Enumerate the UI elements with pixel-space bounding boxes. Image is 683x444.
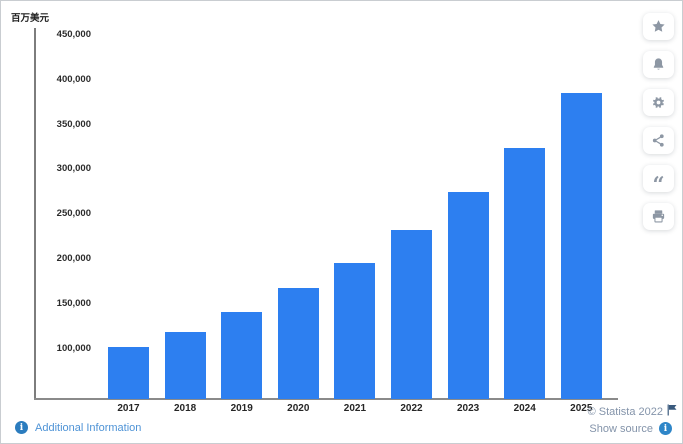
y-tick-label: 100,000 (56, 342, 91, 354)
bar-2020[interactable] (277, 288, 319, 399)
share-icon (651, 133, 666, 148)
x-tick-label: 2023 (456, 403, 480, 414)
info-icon: i (659, 422, 672, 435)
x-tick-label: 2019 (230, 403, 253, 414)
settings-button[interactable] (643, 89, 674, 116)
x-tick-label: 2018 (173, 403, 197, 414)
gear-icon (651, 95, 666, 110)
show-source-link[interactable]: Show source i (589, 422, 672, 435)
print-button[interactable] (643, 203, 674, 230)
statista-copyright: © Statista 2022 (588, 403, 677, 421)
y-tick-label: 350,000 (56, 118, 91, 130)
x-tick-label: 2020 (287, 403, 310, 414)
bar-2022[interactable] (391, 230, 432, 399)
y-tick-label: 400,000 (56, 73, 91, 85)
y-tick-label: 450,000 (56, 29, 91, 40)
additional-information-link[interactable]: i Additional Information (15, 421, 141, 434)
bar-2023[interactable] (447, 191, 489, 399)
info-icon: i (15, 421, 28, 434)
x-tick-label: 2021 (343, 403, 367, 414)
additional-information-label: Additional Information (35, 421, 142, 434)
bar-2019[interactable] (221, 312, 263, 399)
bar-2024[interactable] (504, 147, 546, 399)
bell-icon (651, 57, 666, 72)
x-tick-label: 2022 (400, 403, 423, 414)
y-tick-label: 150,000 (56, 297, 91, 309)
y-tick-label: 250,000 (56, 208, 91, 220)
x-tick-label: 2024 (513, 403, 536, 414)
printer-icon (651, 209, 666, 224)
y-tick-label: 200,000 (56, 253, 91, 265)
bar-2018[interactable] (164, 331, 206, 399)
star-icon (651, 19, 666, 34)
x-tick-label: 2025 (570, 403, 593, 414)
x-axis-line (34, 397, 618, 400)
copyright-label: © Statista 2022 (587, 406, 663, 418)
y-axis-unit-label: 百万美元 (11, 13, 50, 24)
share-button[interactable] (643, 127, 674, 154)
alert-button[interactable] (643, 51, 674, 78)
y-tick-label: 300,000 (56, 163, 91, 175)
bar-2021[interactable] (334, 263, 376, 399)
bar-2025[interactable] (560, 93, 602, 399)
quote-icon: “ (652, 171, 665, 197)
action-toolbar: “ (643, 13, 674, 241)
favorite-button[interactable] (643, 13, 674, 40)
cite-button[interactable]: “ (643, 165, 674, 197)
bar-2017[interactable] (108, 347, 149, 399)
x-tick-label: 2017 (117, 403, 140, 414)
show-source-label: Show source (589, 422, 653, 435)
flag-icon[interactable] (667, 403, 677, 421)
y-axis-line (34, 28, 36, 399)
